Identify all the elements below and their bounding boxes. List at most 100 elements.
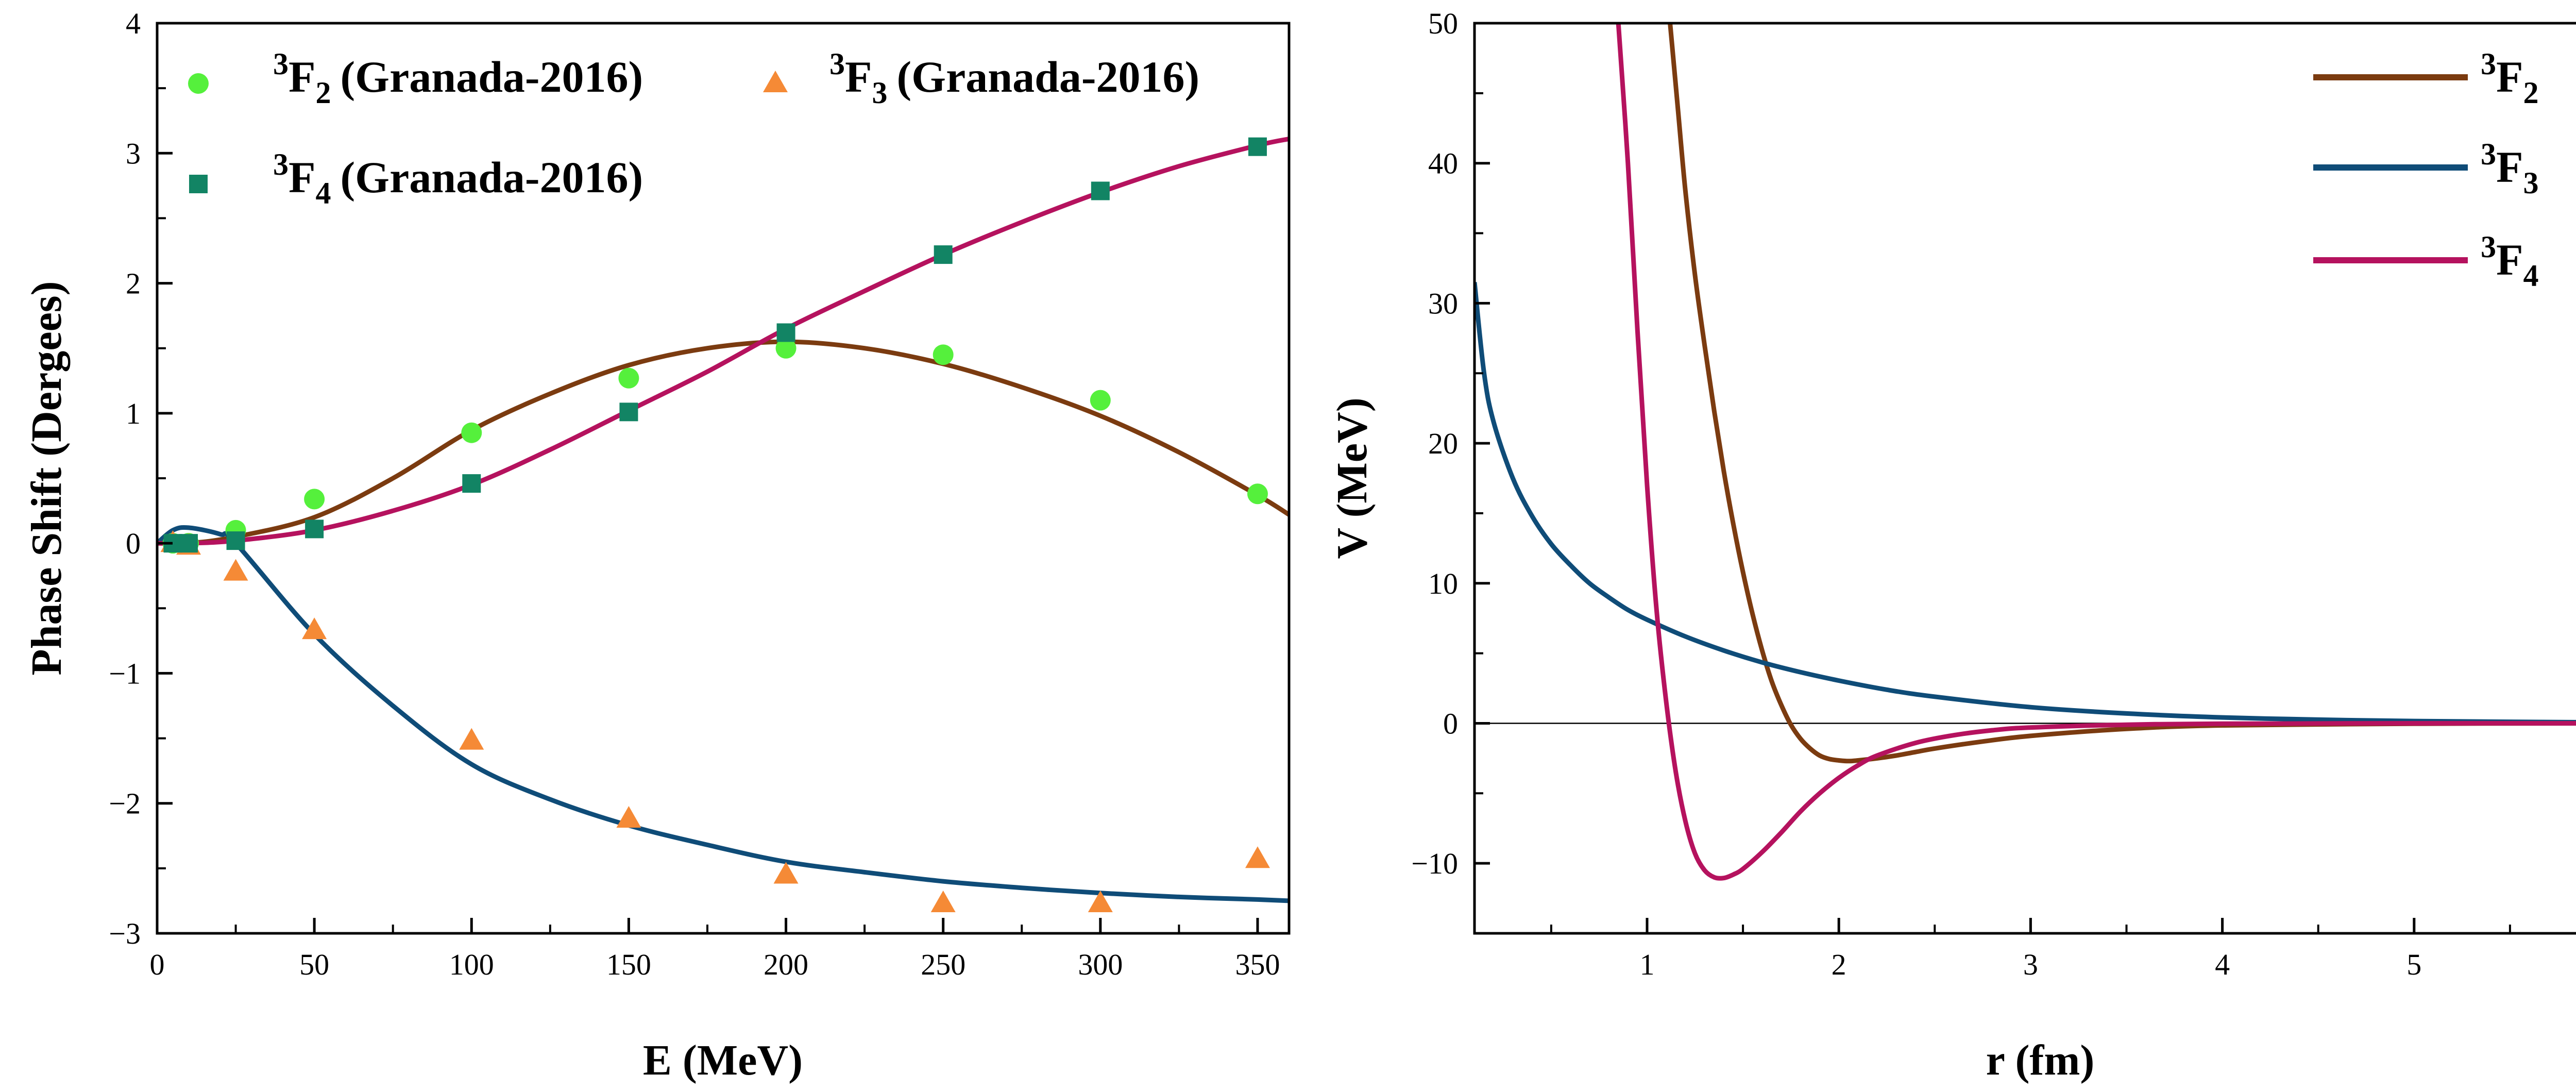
x-tick-label: 250 [921, 948, 965, 981]
x-tick-label: 50 [299, 948, 329, 981]
left-y-axis-label: Phase Shift (Dergees) [23, 281, 71, 675]
potential-curve [1616, 23, 2576, 881]
right-plot-area [1475, 23, 2576, 881]
legend-superscript: 3 [2481, 137, 2496, 171]
y-tick-label: 50 [1428, 7, 1458, 40]
data-point-square [619, 403, 638, 422]
potential-curve [1668, 23, 2576, 764]
legend-label: 3F3 (Granada-2016) [829, 47, 1199, 110]
legend-subscript: 4 [316, 176, 331, 210]
legend-source: (Granada-2016) [341, 52, 643, 102]
data-point-triangle [302, 617, 327, 640]
x-tick-label: 0 [150, 948, 165, 981]
x-tick-label: 300 [1078, 948, 1123, 981]
data-point-circle [461, 422, 482, 443]
legend-subscript: 2 [2523, 76, 2539, 110]
fit-curve [157, 339, 1289, 546]
legend-marker-circle [188, 73, 209, 94]
legend-symbol: F [845, 52, 872, 102]
left-plot-frame [156, 22, 1291, 935]
left-plot-area [157, 137, 1289, 912]
y-tick-label: 1 [126, 397, 141, 430]
legend-superscript: 3 [273, 147, 289, 181]
y-tick-label: −1 [109, 657, 141, 690]
legend-superscript: 3 [273, 47, 289, 81]
left-legend: 3F2 (Granada-2016) 3F3 (Granada-2016)3F4 (Gr… [188, 47, 1199, 210]
legend-source: (Granada-2016) [897, 52, 1200, 102]
data-point-triangle [1245, 846, 1270, 868]
y-tick-label: −10 [1411, 847, 1458, 880]
legend-symbol: F [2496, 52, 2523, 102]
legend-marker-triangle [763, 71, 788, 92]
legend-marker-square [189, 175, 208, 193]
right-x-axis-label: r (fm) [1986, 1036, 2095, 1084]
y-tick-label: 30 [1428, 287, 1458, 320]
legend-superscript: 3 [2481, 47, 2496, 81]
legend-label: 3F2 (Granada-2016) [273, 47, 643, 110]
legend-subscript: 2 [316, 76, 331, 110]
legend-subscript: 4 [2523, 259, 2539, 293]
legend-label: 3F4 (Granada-2016) [273, 147, 643, 210]
y-tick-label: 10 [1428, 567, 1458, 600]
fit-curve [157, 525, 1289, 903]
data-point-square [776, 323, 795, 342]
data-point-square [934, 245, 953, 264]
x-tick-label: 200 [764, 948, 808, 981]
data-point-triangle [223, 559, 248, 581]
data-point-square [1091, 181, 1110, 200]
data-point-circle [1247, 483, 1268, 505]
legend-symbol: F [2496, 142, 2523, 192]
data-point-triangle [773, 862, 799, 884]
legend-symbol: F [2496, 235, 2523, 284]
x-tick-label: 4 [2215, 948, 2230, 981]
x-tick-label: 350 [1235, 948, 1280, 981]
right-plot-frame [1473, 22, 2576, 935]
right-y-axis-label: V (MeV) [1328, 397, 1376, 559]
data-point-circle [1090, 390, 1111, 411]
y-tick-label: 4 [126, 7, 141, 40]
x-tick-label: 3 [2023, 948, 2038, 981]
data-point-triangle [1088, 890, 1113, 912]
x-tick-label: 100 [449, 948, 494, 981]
data-point-triangle [616, 806, 641, 828]
y-tick-label: 20 [1428, 427, 1458, 460]
legend-superscript: 3 [829, 47, 845, 81]
legend-label: 3F3 [2481, 137, 2539, 200]
data-point-circle [775, 338, 796, 359]
data-point-square [226, 531, 245, 550]
x-tick-label: 150 [606, 948, 651, 981]
data-point-triangle [459, 728, 484, 750]
legend-symbol: F [289, 52, 316, 102]
data-point-triangle [930, 890, 956, 912]
data-point-circle [304, 489, 325, 510]
data-point-square [462, 474, 481, 493]
data-point-square [305, 519, 324, 539]
data-point-circle [933, 344, 954, 365]
y-tick-label: 40 [1428, 147, 1458, 180]
x-tick-label: 2 [1832, 948, 1846, 981]
y-tick-label: −2 [109, 787, 141, 820]
y-tick-label: 0 [126, 527, 141, 560]
legend-superscript: 3 [2481, 230, 2496, 264]
y-tick-label: 0 [1443, 707, 1458, 740]
data-point-circle [618, 367, 639, 389]
potential-curve [1475, 282, 2576, 725]
data-point-square [179, 534, 198, 553]
y-tick-label: 2 [126, 267, 141, 300]
legend-label: 3F2 [2481, 47, 2539, 110]
legend-source: (Granada-2016) [341, 153, 643, 202]
y-tick-label: 3 [126, 137, 141, 170]
data-point-square [1248, 137, 1267, 156]
x-tick-label: 5 [2406, 948, 2421, 981]
y-tick-label: −3 [109, 917, 141, 950]
legend-label: 3F4 [2481, 230, 2539, 293]
legend-symbol: F [289, 153, 316, 202]
legend-subscript: 3 [872, 76, 888, 110]
legend-subscript: 3 [2523, 166, 2539, 200]
